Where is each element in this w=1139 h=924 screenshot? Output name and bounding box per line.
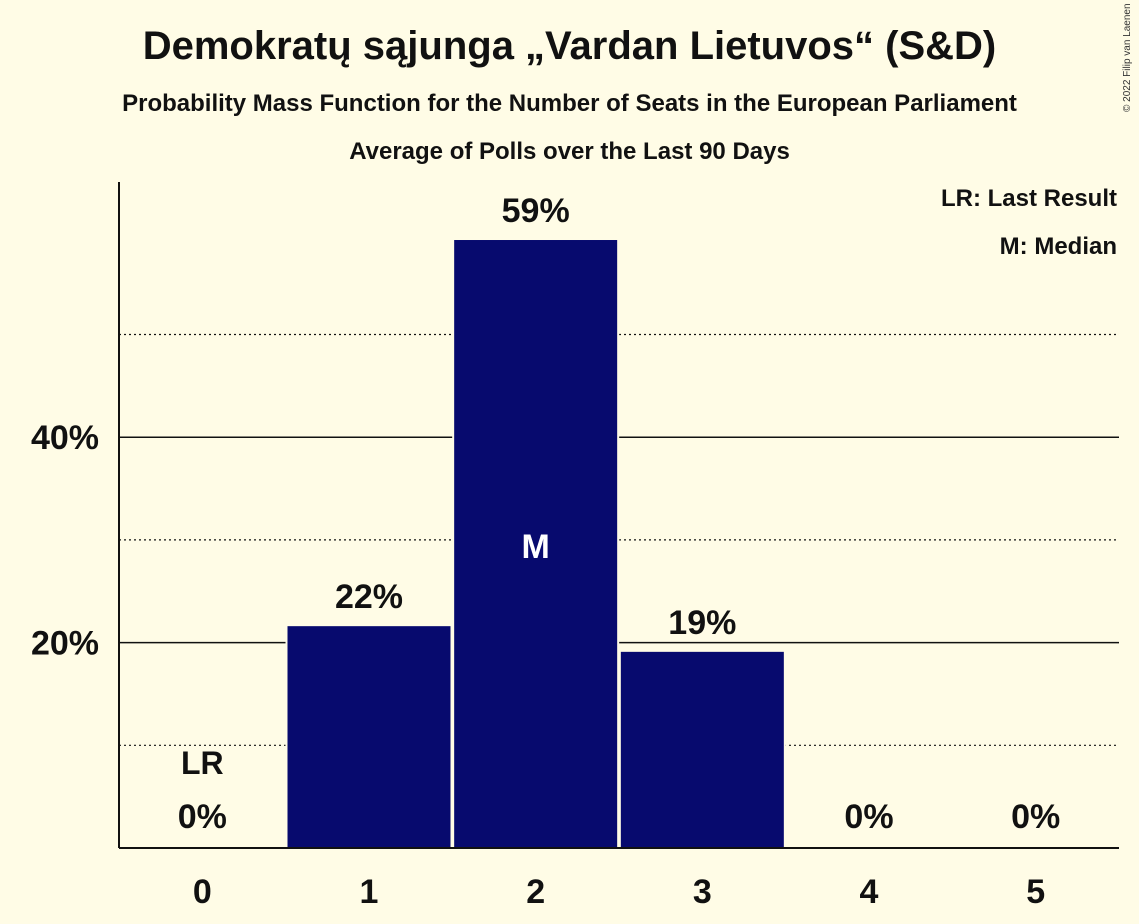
chart-subtitle-secondary: Average of Polls over the Last 90 Days — [349, 138, 790, 165]
legend-last-result: LR: Last Result — [940, 185, 1117, 212]
bar-3 — [620, 651, 784, 848]
x-tick-label-1: 1 — [360, 873, 379, 911]
x-tick-label-3: 3 — [693, 873, 712, 911]
value-label-4: 0% — [844, 798, 893, 836]
median-marker: M — [522, 528, 550, 566]
bar-1 — [287, 626, 451, 848]
last-result-marker: LR — [181, 745, 224, 781]
x-tick-label-5: 5 — [1026, 873, 1045, 911]
bar-2 — [454, 240, 618, 849]
legend-median: M: Median — [999, 233, 1117, 260]
x-tick-label-2: 2 — [526, 873, 545, 911]
value-label-1: 22% — [335, 578, 403, 616]
chart-title: Demokratų sąjunga „Vardan Lietuvos“ (S&D… — [142, 24, 997, 68]
value-label-5: 0% — [1011, 798, 1060, 836]
x-tick-label-4: 4 — [860, 873, 879, 911]
x-tick-label-0: 0 — [193, 873, 212, 911]
y-tick-label-40: 40% — [31, 419, 99, 457]
value-label-3: 19% — [668, 604, 736, 642]
chart-subtitle: Probability Mass Function for the Number… — [122, 90, 1017, 117]
y-tick-label-20: 20% — [31, 625, 99, 663]
value-label-2: 59% — [502, 192, 570, 230]
value-label-0: 0% — [178, 798, 227, 836]
